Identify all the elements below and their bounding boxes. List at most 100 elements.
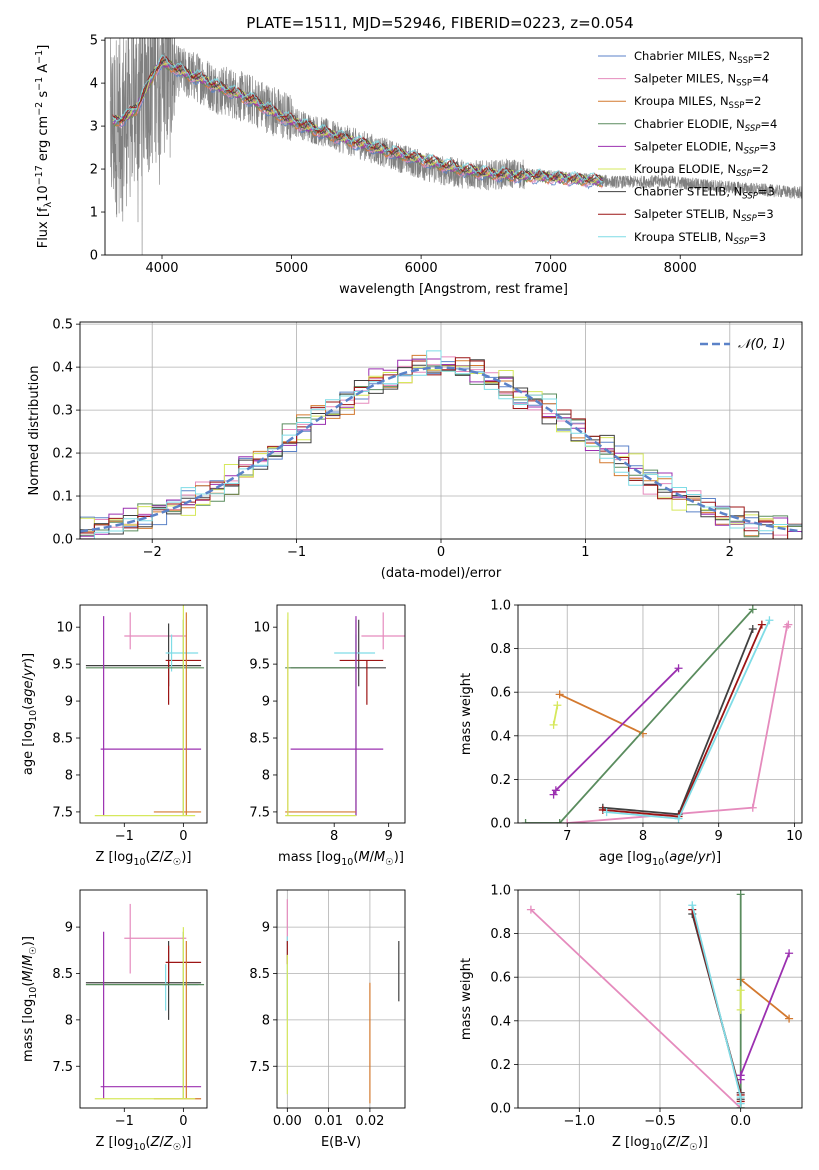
y-tick-label: 8.5 bbox=[249, 967, 270, 982]
data-point bbox=[785, 1014, 794, 1023]
y-tick-label: 0.2 bbox=[490, 773, 511, 788]
y-axis-label: mass weight bbox=[459, 673, 474, 755]
plot-area bbox=[285, 612, 405, 817]
x-tick-label: 7000 bbox=[534, 261, 567, 276]
x-tick-label: 10 bbox=[786, 829, 803, 844]
legend-entry: Chabrier MILES, NSSP=2 bbox=[634, 49, 770, 66]
legend-label: Salpeter MILES, N bbox=[634, 72, 736, 86]
y-tick-label: 8.5 bbox=[249, 732, 270, 747]
series-line bbox=[552, 667, 680, 796]
data-point bbox=[553, 701, 562, 710]
y-axis-label: mass weight bbox=[459, 958, 474, 1040]
y-tick-label: 0.6 bbox=[490, 971, 511, 986]
y-tick-label: 1 bbox=[90, 206, 98, 221]
x-tick-label: −1 bbox=[115, 829, 134, 844]
y-tick-label: 4 bbox=[90, 77, 98, 92]
y-tick-label: 9 bbox=[65, 921, 73, 936]
legend-label: Salpeter STELIB, N bbox=[634, 207, 741, 221]
x-tick-label: 2 bbox=[726, 545, 734, 560]
data-point bbox=[674, 664, 683, 673]
y-tick-label: 0.8 bbox=[490, 927, 511, 942]
plot-area bbox=[286, 899, 400, 1104]
data-point bbox=[736, 890, 745, 899]
legend-suffix: =3 bbox=[749, 230, 766, 244]
x-axis-label: Z [log10(Z/Z☉)] bbox=[612, 1135, 708, 1153]
y-tick-label: 8 bbox=[262, 1013, 270, 1028]
data-point bbox=[521, 819, 530, 823]
y-tick-label: 9 bbox=[262, 921, 270, 936]
series-line bbox=[739, 952, 790, 1080]
y-tick-label: 0.0 bbox=[490, 817, 511, 832]
data-point bbox=[602, 808, 611, 817]
panel-spectrum: 4000 5000 6000 7000 8000 0 1 2 3 4 5 wavelength [An… bbox=[34, 34, 803, 297]
x-tick-label: 7 bbox=[563, 829, 571, 844]
data-point bbox=[748, 624, 757, 633]
legend-suffix: =2 bbox=[744, 94, 761, 108]
y-tick-label: 9 bbox=[65, 695, 73, 710]
data-point bbox=[549, 720, 558, 729]
legend-suffix: =3 bbox=[757, 207, 774, 221]
y-tick-label: 8.5 bbox=[52, 732, 73, 747]
legend-subscript: SSP bbox=[741, 214, 757, 224]
x-axis-label: Z [log10(Z/Z☉)] bbox=[95, 850, 191, 868]
x-tick-label: 1 bbox=[581, 545, 589, 560]
series-line bbox=[691, 905, 742, 1104]
x-tick-label: 8 bbox=[639, 829, 647, 844]
model-spectrum-salpeter-miles bbox=[112, 61, 603, 189]
x-axis-label: age [log10(age/yr)] bbox=[599, 850, 721, 868]
y-tick-label: 0.2 bbox=[52, 447, 73, 462]
plot-frame bbox=[276, 889, 406, 1109]
y-tick-label: 1.0 bbox=[490, 599, 511, 614]
legend-entry: Kroupa ELODIE, NSSP=2 bbox=[634, 162, 769, 179]
legend-subscript: SSP bbox=[742, 192, 758, 202]
x-tick-label: 0 bbox=[179, 829, 187, 844]
y-tick-label: 10 bbox=[253, 621, 270, 636]
legend-entry: Chabrier STELIB, NSSP=3 bbox=[634, 185, 775, 202]
plot-area bbox=[521, 605, 793, 823]
data-point bbox=[765, 616, 774, 625]
panel-mass-weight-vs-age: 7 8 9 10 0.0 0.2 0.4 0.6 0.8 1.0 age [log10(age/yr… bbox=[459, 599, 803, 869]
x-tick-label: 8 bbox=[330, 829, 338, 844]
x-tick-label: −1.0 bbox=[564, 1114, 596, 1129]
series-line bbox=[530, 908, 742, 1108]
plot-area bbox=[85, 605, 205, 817]
data-point bbox=[748, 605, 757, 614]
legend-entry: Salpeter MILES, NSSP=4 bbox=[634, 72, 769, 89]
series-line bbox=[740, 978, 790, 1020]
y-tick-label: 7.5 bbox=[249, 805, 270, 820]
legend-subscript: SSP bbox=[744, 146, 760, 156]
y-tick-label: 3 bbox=[90, 120, 98, 135]
plot-frame bbox=[79, 321, 803, 540]
legend-subscript: SSP bbox=[729, 101, 745, 111]
panel-age-vs-Z: −1 0 7.5 8 8.5 9 9.5 10 Z [log10(Z/Z☉)] age [log1… bbox=[21, 604, 208, 868]
y-tick-label: 0.0 bbox=[490, 1102, 511, 1117]
x-tick-label: 8000 bbox=[664, 261, 697, 276]
y-tick-label: 0.6 bbox=[490, 686, 511, 701]
legend-label: Chabrier STELIB, N bbox=[634, 185, 742, 199]
panel-residual-histogram: −2 −1 0 1 2 0.0 0.1 0.2 0.3 0.4 0.5 (data-model)/er… bbox=[27, 318, 803, 581]
y-tick-label: 8 bbox=[65, 768, 73, 783]
y-tick-label: 0.4 bbox=[490, 1014, 511, 1029]
x-tick-label: 6000 bbox=[405, 261, 438, 276]
series-line bbox=[559, 693, 644, 735]
normal-curve bbox=[80, 366, 802, 533]
y-tick-label: 7.5 bbox=[52, 805, 73, 820]
y-tick-label: 0 bbox=[90, 249, 98, 264]
model-spectrum-kroupa-stelib bbox=[112, 54, 603, 183]
legend-suffix: =4 bbox=[760, 117, 777, 131]
x-tick-label: 0 bbox=[179, 1114, 187, 1129]
x-tick-label: 0.0 bbox=[730, 1114, 751, 1129]
legend-label: 𝒩(0, 1) bbox=[738, 337, 785, 352]
legend-label: Kroupa MILES, N bbox=[634, 94, 729, 108]
data-point bbox=[563, 819, 572, 823]
x-tick-label: 0.02 bbox=[355, 1114, 384, 1129]
series-line bbox=[691, 909, 742, 1102]
data-point bbox=[736, 986, 745, 995]
y-tick-label: 9 bbox=[262, 695, 270, 710]
x-tick-label: −0.5 bbox=[644, 1114, 676, 1129]
y-tick-label: 0.2 bbox=[490, 1058, 511, 1073]
plot-frame bbox=[517, 889, 803, 1109]
series-line bbox=[567, 624, 790, 823]
